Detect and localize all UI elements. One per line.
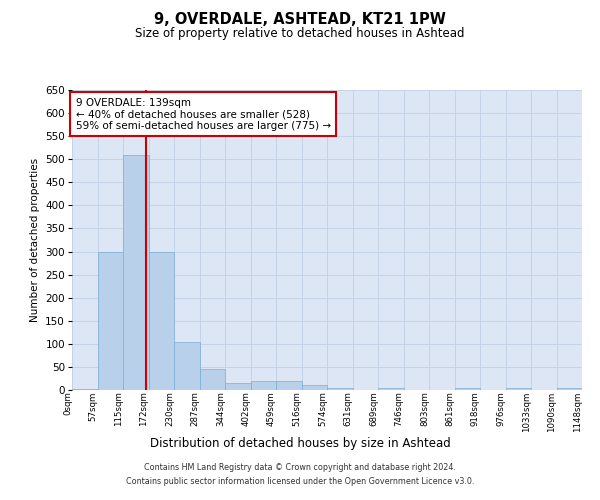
Y-axis label: Number of detached properties: Number of detached properties: [30, 158, 40, 322]
Bar: [327, 388, 353, 390]
Text: Size of property relative to detached houses in Ashtead: Size of property relative to detached ho…: [135, 28, 465, 40]
Text: Contains HM Land Registry data © Crown copyright and database right 2024.: Contains HM Land Registry data © Crown c…: [144, 464, 456, 472]
Bar: [174, 342, 199, 390]
Bar: [455, 388, 480, 390]
Text: 9, OVERDALE, ASHTEAD, KT21 1PW: 9, OVERDALE, ASHTEAD, KT21 1PW: [154, 12, 446, 28]
Bar: [557, 388, 582, 390]
Bar: [302, 386, 327, 390]
Bar: [225, 383, 251, 390]
Text: Distribution of detached houses by size in Ashtead: Distribution of detached houses by size …: [149, 438, 451, 450]
Text: 9 OVERDALE: 139sqm
← 40% of detached houses are smaller (528)
59% of semi-detach: 9 OVERDALE: 139sqm ← 40% of detached hou…: [76, 98, 331, 130]
Bar: [378, 388, 404, 390]
Bar: [251, 381, 276, 390]
Bar: [199, 369, 225, 390]
Bar: [72, 389, 97, 390]
Bar: [276, 381, 302, 390]
Text: Contains public sector information licensed under the Open Government Licence v3: Contains public sector information licen…: [126, 477, 474, 486]
Bar: [505, 388, 531, 390]
Bar: [123, 154, 149, 390]
Bar: [97, 252, 123, 390]
Bar: [149, 252, 174, 390]
